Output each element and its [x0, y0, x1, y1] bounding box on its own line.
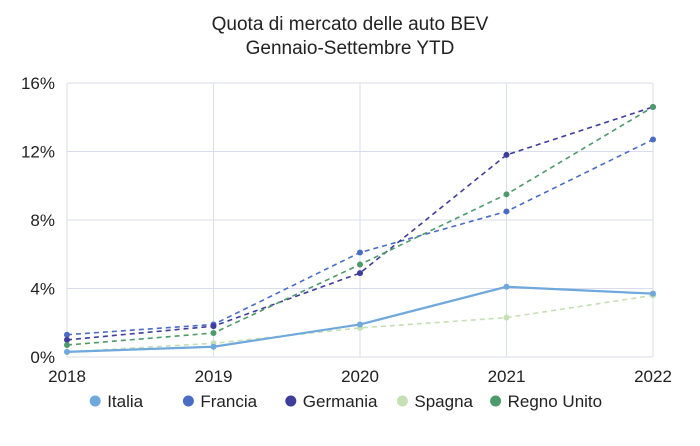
- x-tick-label: 2019: [195, 367, 233, 386]
- data-point-regno-unito[interactable]: [650, 103, 656, 110]
- legend-marker: [89, 395, 101, 407]
- legend[interactable]: Italia Francia Germania Spagna Regno Unito: [89, 392, 602, 411]
- legend-item-germania[interactable]: Germania: [285, 392, 378, 411]
- y-tick-label: 8%: [30, 211, 55, 230]
- data-point-francia[interactable]: [650, 136, 656, 143]
- x-axis-ticks: 2018 2019 2020 2021 2022: [48, 367, 672, 386]
- data-point-francia[interactable]: [357, 249, 363, 256]
- chart-title: Quota di mercato delle auto BEV Gennaio-S…: [212, 14, 489, 59]
- data-point-francia[interactable]: [64, 331, 70, 338]
- data-point-italia[interactable]: [650, 290, 656, 297]
- legend-item-regno-unito[interactable]: Regno Unito: [490, 392, 602, 411]
- y-tick-label: 0%: [30, 348, 55, 367]
- chart-title-line-1: Quota di mercato delle auto BEV: [212, 14, 489, 35]
- legend-label: Spagna: [414, 392, 473, 411]
- data-point-italia[interactable]: [503, 283, 510, 290]
- x-tick-label: 2020: [341, 367, 379, 386]
- chart-title-line-2: Gennaio-Settembre YTD: [246, 38, 455, 59]
- data-point-germania[interactable]: [503, 151, 510, 158]
- data-point-francia[interactable]: [503, 208, 510, 215]
- legend-marker: [490, 395, 502, 407]
- data-point-spagna[interactable]: [503, 314, 510, 321]
- legend-marker: [396, 395, 408, 407]
- series-line-germania: [66, 106, 654, 341]
- data-point-regno-unito[interactable]: [357, 261, 363, 268]
- y-tick-label: 4%: [30, 280, 55, 299]
- legend-item-francia[interactable]: Francia: [182, 392, 258, 411]
- legend-label: Germania: [303, 392, 378, 411]
- y-tick-label: 12%: [21, 143, 55, 162]
- series-italia: [64, 283, 656, 355]
- y-axis-ticks: 0% 4% 8% 12% 16%: [21, 74, 55, 367]
- legend-label: Regno Unito: [508, 392, 603, 411]
- legend-item-spagna[interactable]: Spagna: [396, 392, 474, 411]
- legend-label: Francia: [200, 392, 257, 411]
- data-point-regno-unito[interactable]: [210, 330, 217, 337]
- x-tick-label: 2022: [634, 367, 672, 386]
- data-point-italia[interactable]: [357, 321, 363, 328]
- data-point-germania[interactable]: [210, 323, 217, 330]
- legend-marker: [285, 395, 297, 407]
- series-line-spagna: [66, 294, 654, 353]
- data-point-italia[interactable]: [210, 343, 217, 350]
- data-point-regno-unito[interactable]: [64, 342, 70, 349]
- series: [64, 103, 656, 355]
- y-tick-label: 16%: [21, 74, 55, 93]
- x-tick-label: 2021: [488, 367, 526, 386]
- data-point-italia[interactable]: [64, 348, 70, 355]
- data-point-germania[interactable]: [64, 336, 70, 343]
- data-point-regno-unito[interactable]: [503, 191, 510, 198]
- legend-marker: [182, 395, 194, 407]
- legend-item-italia[interactable]: Italia: [89, 392, 144, 411]
- grid: [66, 82, 654, 358]
- data-point-germania[interactable]: [357, 270, 363, 277]
- series-regno-unito: [64, 103, 656, 349]
- x-tick-label: 2018: [48, 367, 86, 386]
- legend-label: Italia: [107, 392, 143, 411]
